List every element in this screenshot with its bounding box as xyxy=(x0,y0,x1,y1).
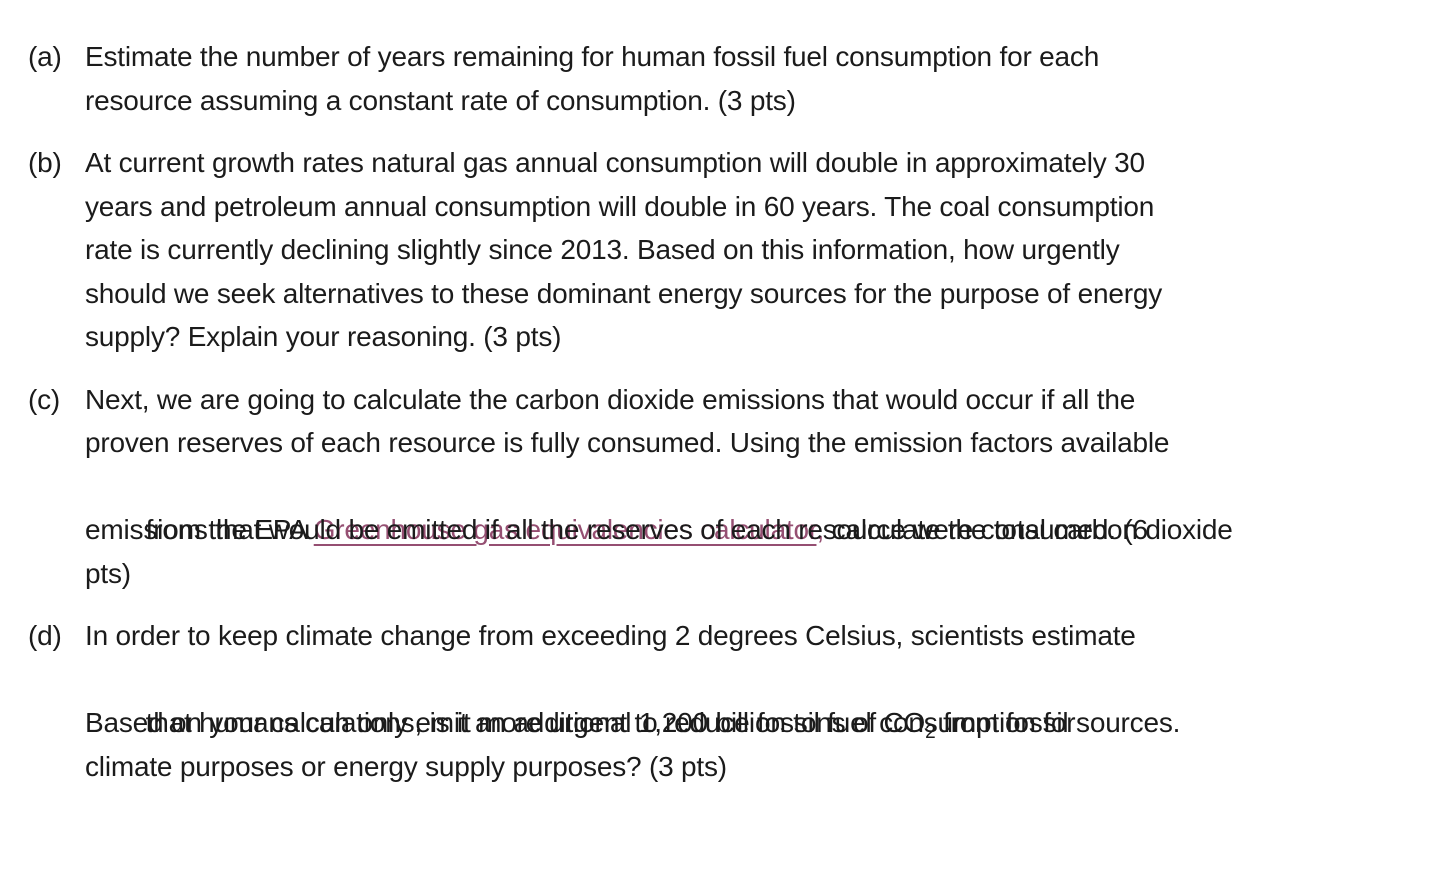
question-line: pts) xyxy=(85,557,131,589)
link-trailing-comma: , xyxy=(816,514,825,545)
question-item-b: (b) At current growth rates natural gas … xyxy=(28,141,1410,359)
question-label: (d) xyxy=(28,620,62,651)
question-item-d: (d) In order to keep climate change from… xyxy=(28,614,1410,788)
question-item-c: (c) Next, we are going to calculate the … xyxy=(28,378,1410,596)
question-line: Estimate the number of years remaining f… xyxy=(85,41,1100,72)
question-body: Next, we are going to calculate the carb… xyxy=(85,378,1410,596)
question-body: Estimate the number of years remaining f… xyxy=(85,35,1410,122)
question-line: climate purposes or energy supply purpos… xyxy=(85,750,727,782)
link-line-prefix: from the EPA xyxy=(145,514,314,545)
co2-line-suffix: from fossil sources. xyxy=(935,707,1181,738)
question-line: Based on your calculations, is it more u… xyxy=(85,707,1076,738)
question-line: rate is currently declining slightly sin… xyxy=(85,234,1120,265)
question-item-a: (a) Estimate the number of years remaini… xyxy=(28,35,1410,122)
question-line: supply? Explain your reasoning. (3 pts) xyxy=(85,321,562,352)
question-label: (a) xyxy=(28,41,62,72)
question-line: years and petroleum annual consumption w… xyxy=(85,190,1155,222)
question-body: In order to keep climate change from exc… xyxy=(85,614,1410,788)
question-line: emissions that would be emitted if all t… xyxy=(85,514,1148,545)
co2-subscript: 2 xyxy=(925,722,936,743)
question-line: In order to keep climate change from exc… xyxy=(85,620,1136,651)
question-line: proven reserves of each resource is full… xyxy=(85,427,1170,458)
question-line-with-link: from the EPA Greenhouse gas equivalencie… xyxy=(85,465,1410,545)
question-line: Next, we are going to calculate the carb… xyxy=(85,383,1136,415)
document-page: (a) Estimate the number of years remaini… xyxy=(28,35,1410,788)
question-body: At current growth rates natural gas annu… xyxy=(85,141,1410,359)
question-label: (b) xyxy=(28,147,62,178)
question-line: At current growth rates natural gas annu… xyxy=(85,147,1145,178)
epa-greenhouse-gas-calculator-link[interactable]: Greenhouse gas equivalencies calculator xyxy=(313,514,817,545)
question-line-with-subscript: that humans can only emit an additional … xyxy=(85,658,1410,742)
link-line-suffix: calculate the total carbon dioxide xyxy=(824,514,1233,545)
question-line: should we seek alternatives to these dom… xyxy=(85,277,1163,309)
question-label: (c) xyxy=(28,383,61,415)
co2-line-prefix: that humans can only emit an additional … xyxy=(145,707,926,738)
question-line: resource assuming a constant rate of con… xyxy=(85,84,796,116)
